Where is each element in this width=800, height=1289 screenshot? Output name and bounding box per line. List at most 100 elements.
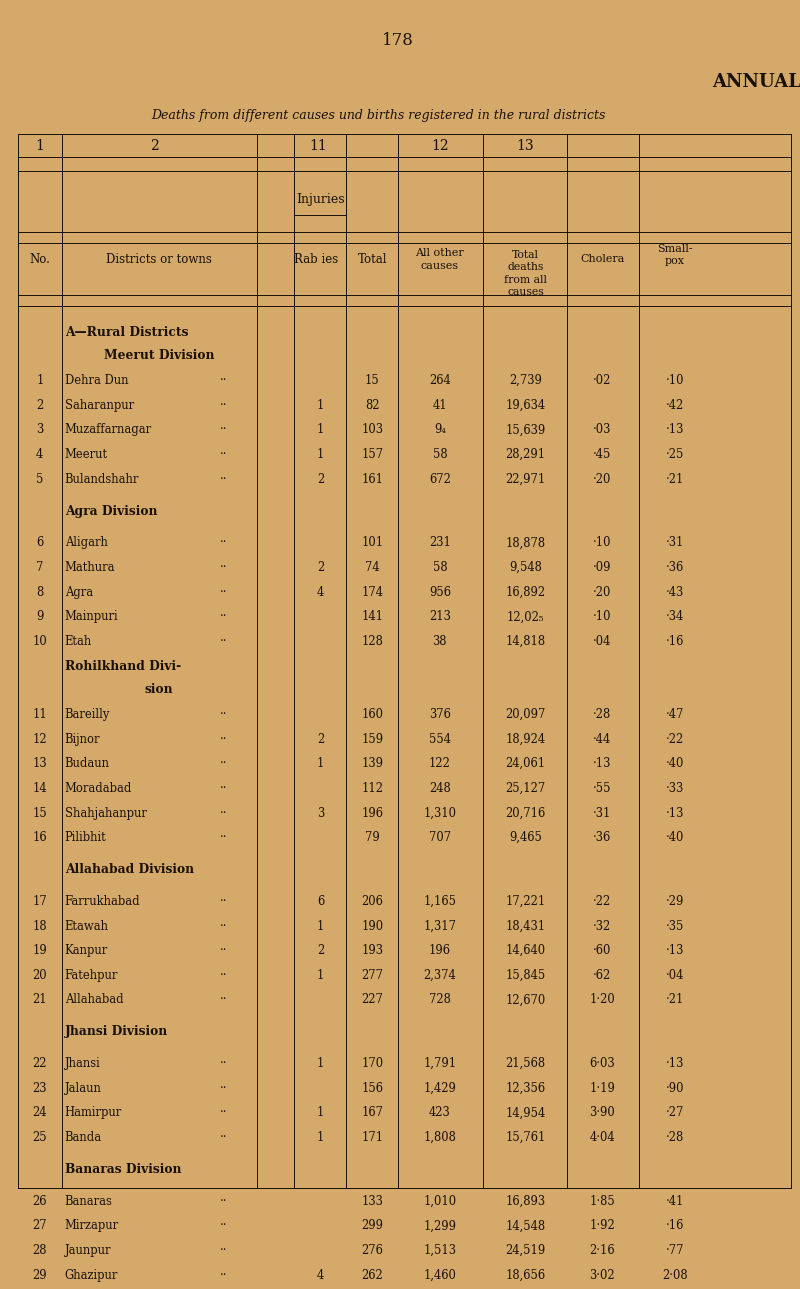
- Text: ··: ··: [220, 374, 228, 387]
- Text: 171: 171: [361, 1132, 383, 1145]
- Text: 16,892: 16,892: [506, 585, 546, 598]
- Text: 9₄: 9₄: [434, 423, 446, 437]
- Text: ·55: ·55: [593, 782, 611, 795]
- Text: ··: ··: [220, 807, 228, 820]
- Text: Shahjahanpur: Shahjahanpur: [65, 807, 146, 820]
- Text: 11: 11: [33, 708, 47, 721]
- Text: 18,924: 18,924: [506, 732, 546, 745]
- Text: 4·04: 4·04: [590, 1132, 615, 1145]
- Text: A—Rural Districts: A—Rural Districts: [65, 326, 188, 339]
- Text: 12,356: 12,356: [506, 1081, 546, 1094]
- Text: Injuries: Injuries: [296, 192, 345, 205]
- Text: 2,739: 2,739: [509, 374, 542, 387]
- Text: ·42: ·42: [666, 398, 684, 411]
- Text: ·60: ·60: [593, 944, 611, 958]
- Text: 14,640: 14,640: [506, 944, 546, 958]
- Text: 213: 213: [429, 610, 450, 624]
- Text: 159: 159: [361, 732, 383, 745]
- Text: 122: 122: [429, 757, 450, 771]
- Text: 1,310: 1,310: [423, 807, 456, 820]
- Text: 1,808: 1,808: [423, 1132, 456, 1145]
- Text: 956: 956: [429, 585, 451, 598]
- Text: ··: ··: [220, 944, 228, 958]
- Text: 12,02₅: 12,02₅: [506, 610, 544, 624]
- Text: sion: sion: [145, 683, 174, 696]
- Text: 15,845: 15,845: [506, 969, 546, 982]
- Text: Mainpuri: Mainpuri: [65, 610, 118, 624]
- Text: ·20: ·20: [593, 585, 611, 598]
- Text: Banaras Division: Banaras Division: [65, 1163, 181, 1176]
- Text: 3·90: 3·90: [589, 1106, 615, 1119]
- Text: 4: 4: [317, 1268, 324, 1281]
- Text: ·29: ·29: [666, 895, 684, 907]
- Text: Mathura: Mathura: [65, 561, 115, 574]
- Text: 1: 1: [317, 398, 324, 411]
- Text: 2: 2: [150, 139, 158, 153]
- Text: 24,061: 24,061: [506, 757, 546, 771]
- Text: 29: 29: [33, 1268, 47, 1281]
- Text: Muzaffarnagar: Muzaffarnagar: [65, 423, 152, 437]
- Text: ·03: ·03: [593, 423, 611, 437]
- Text: 4: 4: [317, 585, 324, 598]
- Text: 1: 1: [317, 969, 324, 982]
- Text: 12,670: 12,670: [506, 994, 546, 1007]
- Text: 15: 15: [33, 807, 47, 820]
- Text: 10: 10: [33, 635, 47, 648]
- Text: 15: 15: [365, 374, 379, 387]
- Text: ··: ··: [220, 1219, 228, 1232]
- Text: Jhansi Division: Jhansi Division: [65, 1025, 168, 1039]
- Text: 248: 248: [429, 782, 450, 795]
- Text: ·41: ·41: [666, 1195, 684, 1208]
- Text: 4: 4: [36, 449, 43, 461]
- Text: ··: ··: [220, 1106, 228, 1119]
- Text: Total: Total: [358, 253, 387, 266]
- Text: ·10: ·10: [593, 610, 611, 624]
- Text: Deaths from different causes und births registered in the rural districts: Deaths from different causes und births …: [151, 108, 606, 121]
- Text: ··: ··: [220, 1268, 228, 1281]
- Text: 1: 1: [317, 757, 324, 771]
- Text: Budaun: Budaun: [65, 757, 110, 771]
- Text: Banaras: Banaras: [65, 1195, 113, 1208]
- Text: ·13: ·13: [666, 944, 684, 958]
- Text: 2: 2: [317, 473, 324, 486]
- Text: Bijnor: Bijnor: [65, 732, 100, 745]
- Text: Aligarh: Aligarh: [65, 536, 107, 549]
- Text: 18,656: 18,656: [506, 1268, 546, 1281]
- Text: 58: 58: [433, 449, 447, 461]
- Text: 170: 170: [361, 1057, 383, 1070]
- Text: Agra Division: Agra Division: [65, 504, 157, 517]
- Text: 262: 262: [362, 1268, 383, 1281]
- Text: Kanpur: Kanpur: [65, 944, 108, 958]
- Text: 227: 227: [362, 994, 383, 1007]
- Text: Moradabad: Moradabad: [65, 782, 132, 795]
- Text: 1: 1: [35, 139, 44, 153]
- Text: 1,513: 1,513: [423, 1244, 456, 1257]
- Text: 19: 19: [33, 944, 47, 958]
- Text: Hamirpur: Hamirpur: [65, 1106, 122, 1119]
- Text: ·90: ·90: [666, 1081, 684, 1094]
- Text: 128: 128: [362, 635, 383, 648]
- Text: 707: 707: [429, 831, 451, 844]
- Text: ·04: ·04: [666, 969, 684, 982]
- Text: 1,299: 1,299: [423, 1219, 456, 1232]
- Text: ·45: ·45: [593, 449, 611, 461]
- Text: ··: ··: [220, 449, 228, 461]
- Text: 13: 13: [33, 757, 47, 771]
- Text: 5: 5: [36, 473, 43, 486]
- Text: ·36: ·36: [593, 831, 611, 844]
- Text: Banda: Banda: [65, 1132, 102, 1145]
- Text: ··: ··: [220, 1195, 228, 1208]
- Text: 277: 277: [361, 969, 383, 982]
- Text: 21,568: 21,568: [506, 1057, 546, 1070]
- Text: ··: ··: [220, 398, 228, 411]
- Text: 1,165: 1,165: [423, 895, 456, 907]
- Text: ·22: ·22: [593, 895, 611, 907]
- Text: Jaunpur: Jaunpur: [65, 1244, 111, 1257]
- Text: 190: 190: [361, 919, 383, 932]
- Text: 2·08: 2·08: [662, 1268, 687, 1281]
- Text: Saharanpur: Saharanpur: [65, 398, 134, 411]
- Text: 1·20: 1·20: [589, 994, 615, 1007]
- Text: ·36: ·36: [666, 561, 684, 574]
- Text: 9: 9: [36, 610, 43, 624]
- Text: 231: 231: [429, 536, 450, 549]
